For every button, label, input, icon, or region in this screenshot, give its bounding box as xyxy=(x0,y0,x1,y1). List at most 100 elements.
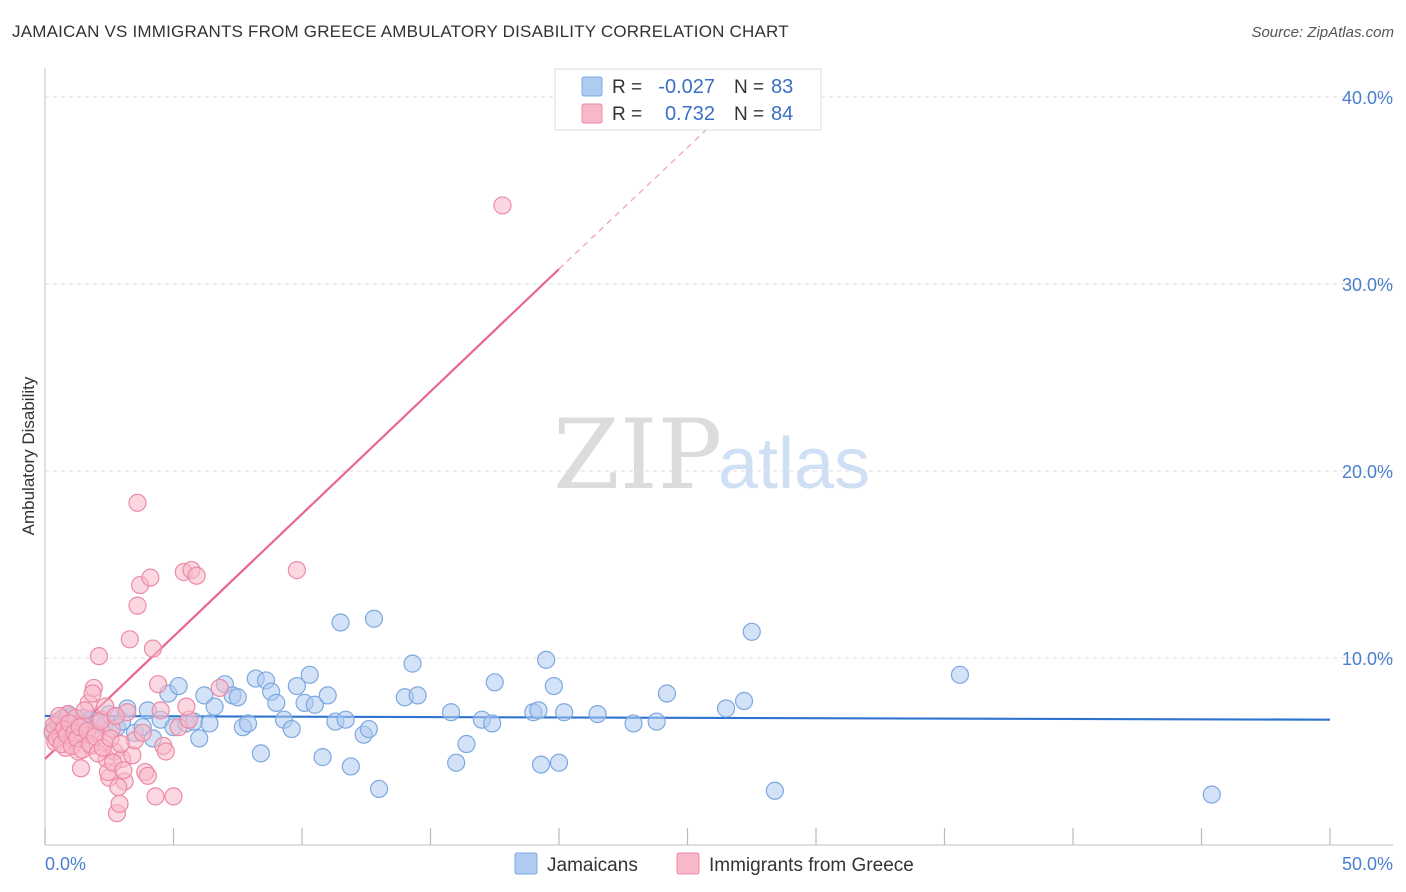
legend-r-value-1: -0.027 xyxy=(658,76,715,98)
point-greece-38 xyxy=(141,568,160,587)
point-jamaicans-32 xyxy=(238,714,258,733)
series-legend: Jamaicans Immigrants from Greece xyxy=(514,852,914,876)
series-greece-points xyxy=(43,196,512,823)
legend-n-value-2: 84 xyxy=(771,103,793,125)
point-greece-44 xyxy=(156,742,175,761)
trend-line-jamaicans xyxy=(44,714,1331,721)
point-greece-30 xyxy=(120,630,139,649)
point-jamaicans-52 xyxy=(364,609,384,628)
point-jamaicans-68 xyxy=(549,753,569,772)
legend-r-value-2: 0.732 xyxy=(665,103,715,125)
point-jamaicans-57 xyxy=(441,703,461,722)
point-jamaicans-72 xyxy=(647,712,666,731)
point-jamaicans-30 xyxy=(228,688,247,707)
x-tick-label-min: 0.0% xyxy=(45,854,86,874)
point-jamaicans-61 xyxy=(483,714,502,733)
point-jamaicans-44 xyxy=(313,748,332,767)
legend-swatch-greece xyxy=(581,103,603,124)
point-greece-41 xyxy=(148,675,168,694)
y-tick-label-10: 10.0% xyxy=(1342,649,1393,669)
bottom-legend-swatch-jamaicans xyxy=(514,852,538,875)
point-greece-40 xyxy=(146,787,165,806)
point-greece-26 xyxy=(110,794,129,813)
point-jamaicans-27 xyxy=(205,697,224,716)
point-jamaicans-53 xyxy=(370,779,389,799)
point-jamaicans-59 xyxy=(457,734,476,754)
point-greece-82 xyxy=(111,734,130,754)
legend-r-label-2: R = xyxy=(612,104,642,125)
point-jamaicans-65 xyxy=(531,755,551,774)
point-jamaicans-76 xyxy=(742,622,761,641)
watermark-zip: ZIP xyxy=(553,399,722,511)
y-tick-label-30: 30.0% xyxy=(1342,275,1393,295)
x-tick-label-max: 50.0% xyxy=(1342,854,1393,874)
point-jamaicans-45 xyxy=(318,686,337,705)
legend-swatch-jamaicans xyxy=(581,76,603,97)
point-jamaicans-62 xyxy=(485,673,504,692)
point-jamaicans-78 xyxy=(950,665,970,684)
chart-title: JAMAICAN VS IMMIGRANTS FROM GREECE AMBUL… xyxy=(12,22,789,41)
point-jamaicans-34 xyxy=(251,744,270,763)
point-jamaicans-56 xyxy=(408,686,427,705)
point-jamaicans-47 xyxy=(331,613,350,632)
point-greece-83 xyxy=(114,761,133,780)
y-axis-label: Ambulatory Disability xyxy=(19,376,38,535)
correlation-legend: R = -0.027 N = 83 R = 0.732 N = 84 xyxy=(554,68,822,131)
point-jamaicans-24 xyxy=(190,729,209,748)
y-tick-label-40: 40.0% xyxy=(1342,88,1393,108)
bottom-legend-swatch-greece xyxy=(676,852,700,875)
point-greece-53 xyxy=(210,678,229,698)
point-jamaicans-55 xyxy=(403,654,422,673)
point-greece-37 xyxy=(138,766,157,785)
legend-n-label-2: N = xyxy=(734,104,764,125)
point-jamaicans-37 xyxy=(267,693,286,712)
point-jamaicans-42 xyxy=(300,665,319,684)
point-greece-45 xyxy=(128,493,147,512)
point-jamaicans-21 xyxy=(169,676,188,696)
point-jamaicans-73 xyxy=(657,684,677,703)
point-jamaicans-58 xyxy=(447,753,466,772)
point-greece-47 xyxy=(164,787,183,806)
legend-r-label-1: R = xyxy=(612,77,642,98)
point-jamaicans-74 xyxy=(716,699,736,718)
point-jamaicans-51 xyxy=(359,719,378,739)
point-greece-18 xyxy=(89,647,109,666)
point-jamaicans-75 xyxy=(734,691,754,711)
trend-line-greece-extrapolated xyxy=(558,98,740,270)
point-jamaicans-70 xyxy=(588,704,607,724)
axes xyxy=(44,68,1393,846)
point-jamaicans-26 xyxy=(200,714,219,733)
bottom-legend-jamaicans: Jamaicans xyxy=(547,855,638,876)
point-greece-42 xyxy=(151,701,170,720)
point-greece-68 xyxy=(75,701,94,720)
point-jamaicans-67 xyxy=(544,676,563,696)
point-jamaicans-43 xyxy=(305,695,324,714)
legend-n-label-1: N = xyxy=(734,77,764,98)
point-jamaicans-25 xyxy=(195,686,214,705)
point-greece-33 xyxy=(128,596,147,615)
point-greece-81 xyxy=(109,777,128,797)
source-label: Source: ZipAtlas.com xyxy=(1251,24,1394,41)
bottom-legend-greece: Immigrants from Greece xyxy=(709,855,914,876)
y-tick-labels: 10.0% 20.0% 30.0% 40.0% xyxy=(1342,88,1393,669)
trend-lines xyxy=(44,98,1331,760)
point-greece-39 xyxy=(143,639,163,658)
point-greece-54 xyxy=(287,561,306,580)
point-jamaicans-79 xyxy=(1202,785,1221,804)
gridlines xyxy=(45,96,1393,659)
point-jamaicans-49 xyxy=(341,757,360,776)
point-jamaicans-40 xyxy=(287,676,306,696)
point-jamaicans-64 xyxy=(529,701,548,720)
point-greece-71 xyxy=(83,684,102,703)
series-jamaicans-points xyxy=(43,609,1221,804)
trend-line-greece xyxy=(44,268,560,760)
point-jamaicans-77 xyxy=(765,781,784,800)
point-jamaicans-66 xyxy=(537,650,556,669)
y-tick-label-20: 20.0% xyxy=(1342,462,1393,482)
point-greece-55 xyxy=(493,196,512,215)
point-greece-80 xyxy=(106,706,125,726)
point-jamaicans-69 xyxy=(555,703,574,722)
point-greece-35 xyxy=(133,723,152,742)
point-jamaicans-48 xyxy=(336,710,355,729)
